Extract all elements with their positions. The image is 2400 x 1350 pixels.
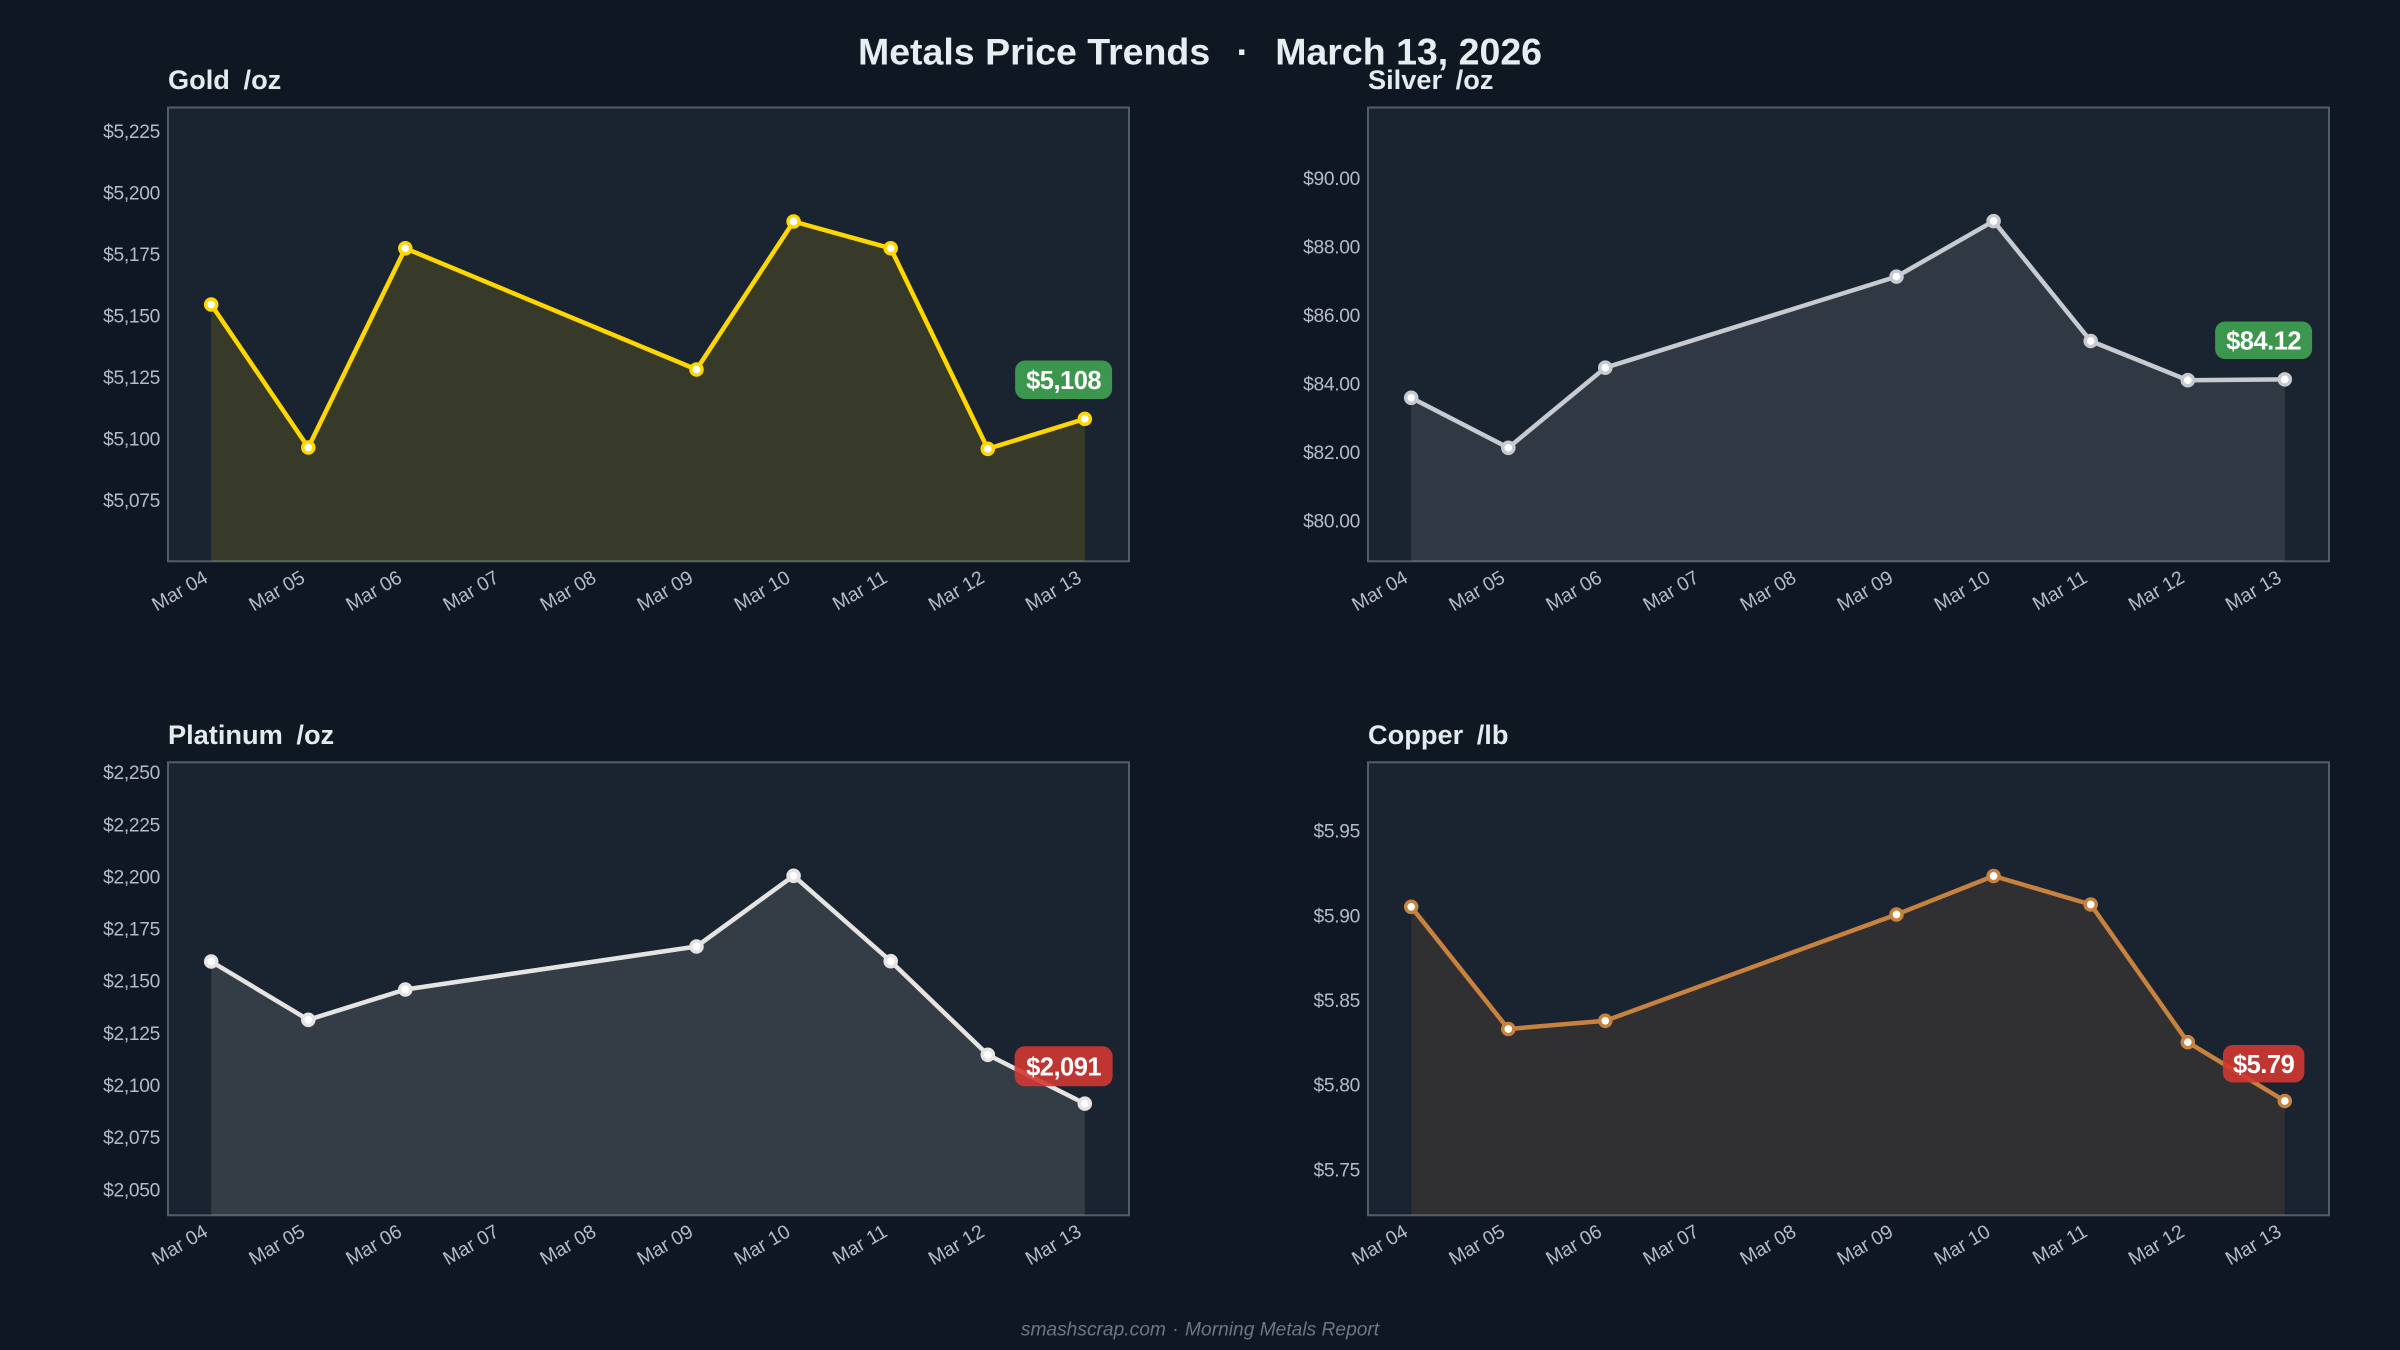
svg-text:$2,075: $2,075 xyxy=(103,1128,160,1149)
svg-text:$5,100: $5,100 xyxy=(103,430,160,451)
svg-text:$5.80: $5.80 xyxy=(1313,1076,1360,1097)
svg-text:$5,108: $5,108 xyxy=(1026,367,1101,395)
svg-text:$5,125: $5,125 xyxy=(103,368,160,389)
svg-text:Copper /lb: Copper /lb xyxy=(1368,719,1508,750)
svg-text:$82.00: $82.00 xyxy=(1303,443,1360,464)
svg-text:$2,200: $2,200 xyxy=(103,867,160,888)
svg-text:$80.00: $80.00 xyxy=(1303,511,1360,532)
svg-text:Gold /oz: Gold /oz xyxy=(168,64,281,95)
svg-text:smashscrap.com · Morning Metal: smashscrap.com · Morning Metals Report xyxy=(1021,1320,1380,1341)
svg-text:$5.95: $5.95 xyxy=(1313,822,1360,843)
svg-text:$2,150: $2,150 xyxy=(103,972,160,993)
svg-text:$5.90: $5.90 xyxy=(1313,906,1360,927)
svg-text:$2,091: $2,091 xyxy=(1026,1054,1101,1082)
svg-text:$5.75: $5.75 xyxy=(1313,1160,1360,1181)
svg-text:$2,050: $2,050 xyxy=(103,1180,160,1201)
svg-text:$5,175: $5,175 xyxy=(103,245,160,266)
svg-text:$2,125: $2,125 xyxy=(103,1024,160,1045)
svg-text:$2,250: $2,250 xyxy=(103,763,160,784)
svg-text:$2,175: $2,175 xyxy=(103,920,160,941)
svg-text:$84.00: $84.00 xyxy=(1303,374,1360,395)
svg-text:$88.00: $88.00 xyxy=(1303,238,1360,259)
svg-text:$5,200: $5,200 xyxy=(103,183,160,204)
svg-text:$90.00: $90.00 xyxy=(1303,169,1360,190)
svg-text:$86.00: $86.00 xyxy=(1303,306,1360,327)
svg-text:Metals Price Trends · March: Metals Price Trends · March 13, 2026 xyxy=(858,31,1542,73)
svg-text:Platinum /oz: Platinum /oz xyxy=(168,719,334,750)
svg-text:$84.12: $84.12 xyxy=(2226,328,2301,356)
svg-text:$5,150: $5,150 xyxy=(103,306,160,327)
svg-text:$5.85: $5.85 xyxy=(1313,991,1360,1012)
svg-text:Silver /oz: Silver /oz xyxy=(1368,64,1493,95)
svg-text:$2,225: $2,225 xyxy=(103,815,160,836)
svg-text:$2,100: $2,100 xyxy=(103,1076,160,1097)
svg-text:$5,225: $5,225 xyxy=(103,122,160,143)
svg-text:$5.79: $5.79 xyxy=(2233,1051,2295,1079)
svg-text:$5,075: $5,075 xyxy=(103,491,160,512)
